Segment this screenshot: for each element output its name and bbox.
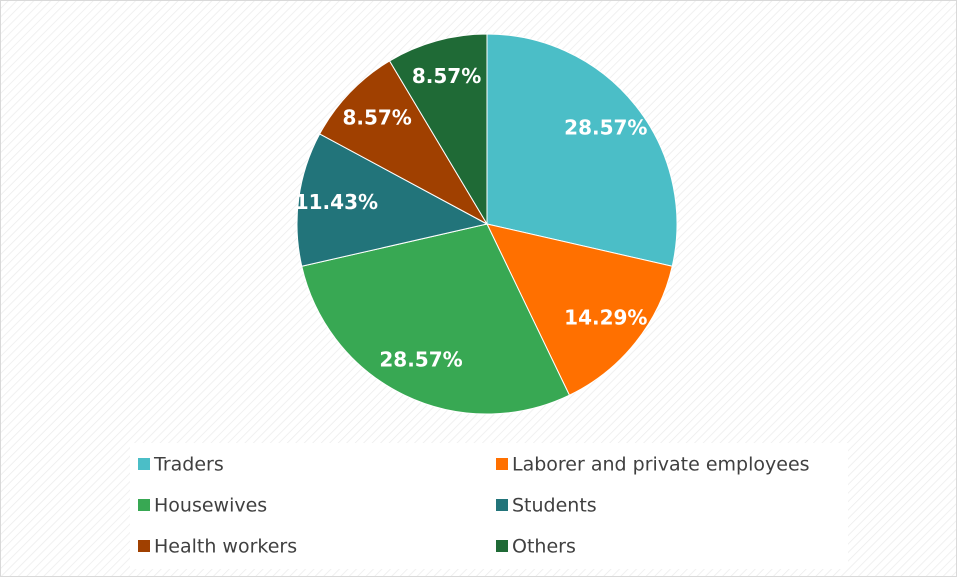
legend-label: Health workers: [154, 536, 297, 558]
pie-slice: [296, 133, 489, 267]
pie-slice: [486, 33, 678, 267]
pie-slice: [301, 223, 571, 415]
legend-swatch: [138, 458, 150, 470]
data-label: 28.57%: [564, 116, 647, 140]
legend-label: Others: [512, 536, 576, 558]
pie-slice: [319, 60, 489, 226]
data-label: 8.57%: [412, 64, 481, 88]
legend-swatch: [496, 458, 508, 470]
legend-swatch: [496, 540, 508, 552]
legend-box: [130, 443, 848, 569]
pie-slice: [486, 223, 673, 396]
legend-swatch: [138, 499, 150, 511]
legend-label: Students: [512, 495, 597, 517]
legend-swatch: [138, 540, 150, 552]
data-label: 28.57%: [379, 347, 462, 371]
legend-swatch: [496, 499, 508, 511]
legend-label: Laborer and private employees: [512, 454, 810, 476]
data-label: 14.29%: [564, 305, 647, 329]
pie-slice: [388, 33, 488, 226]
legend-label: Traders: [153, 454, 224, 476]
data-label: 11.43%: [295, 190, 378, 214]
data-label: 8.57%: [342, 105, 411, 129]
legend-label: Housewives: [154, 495, 267, 517]
